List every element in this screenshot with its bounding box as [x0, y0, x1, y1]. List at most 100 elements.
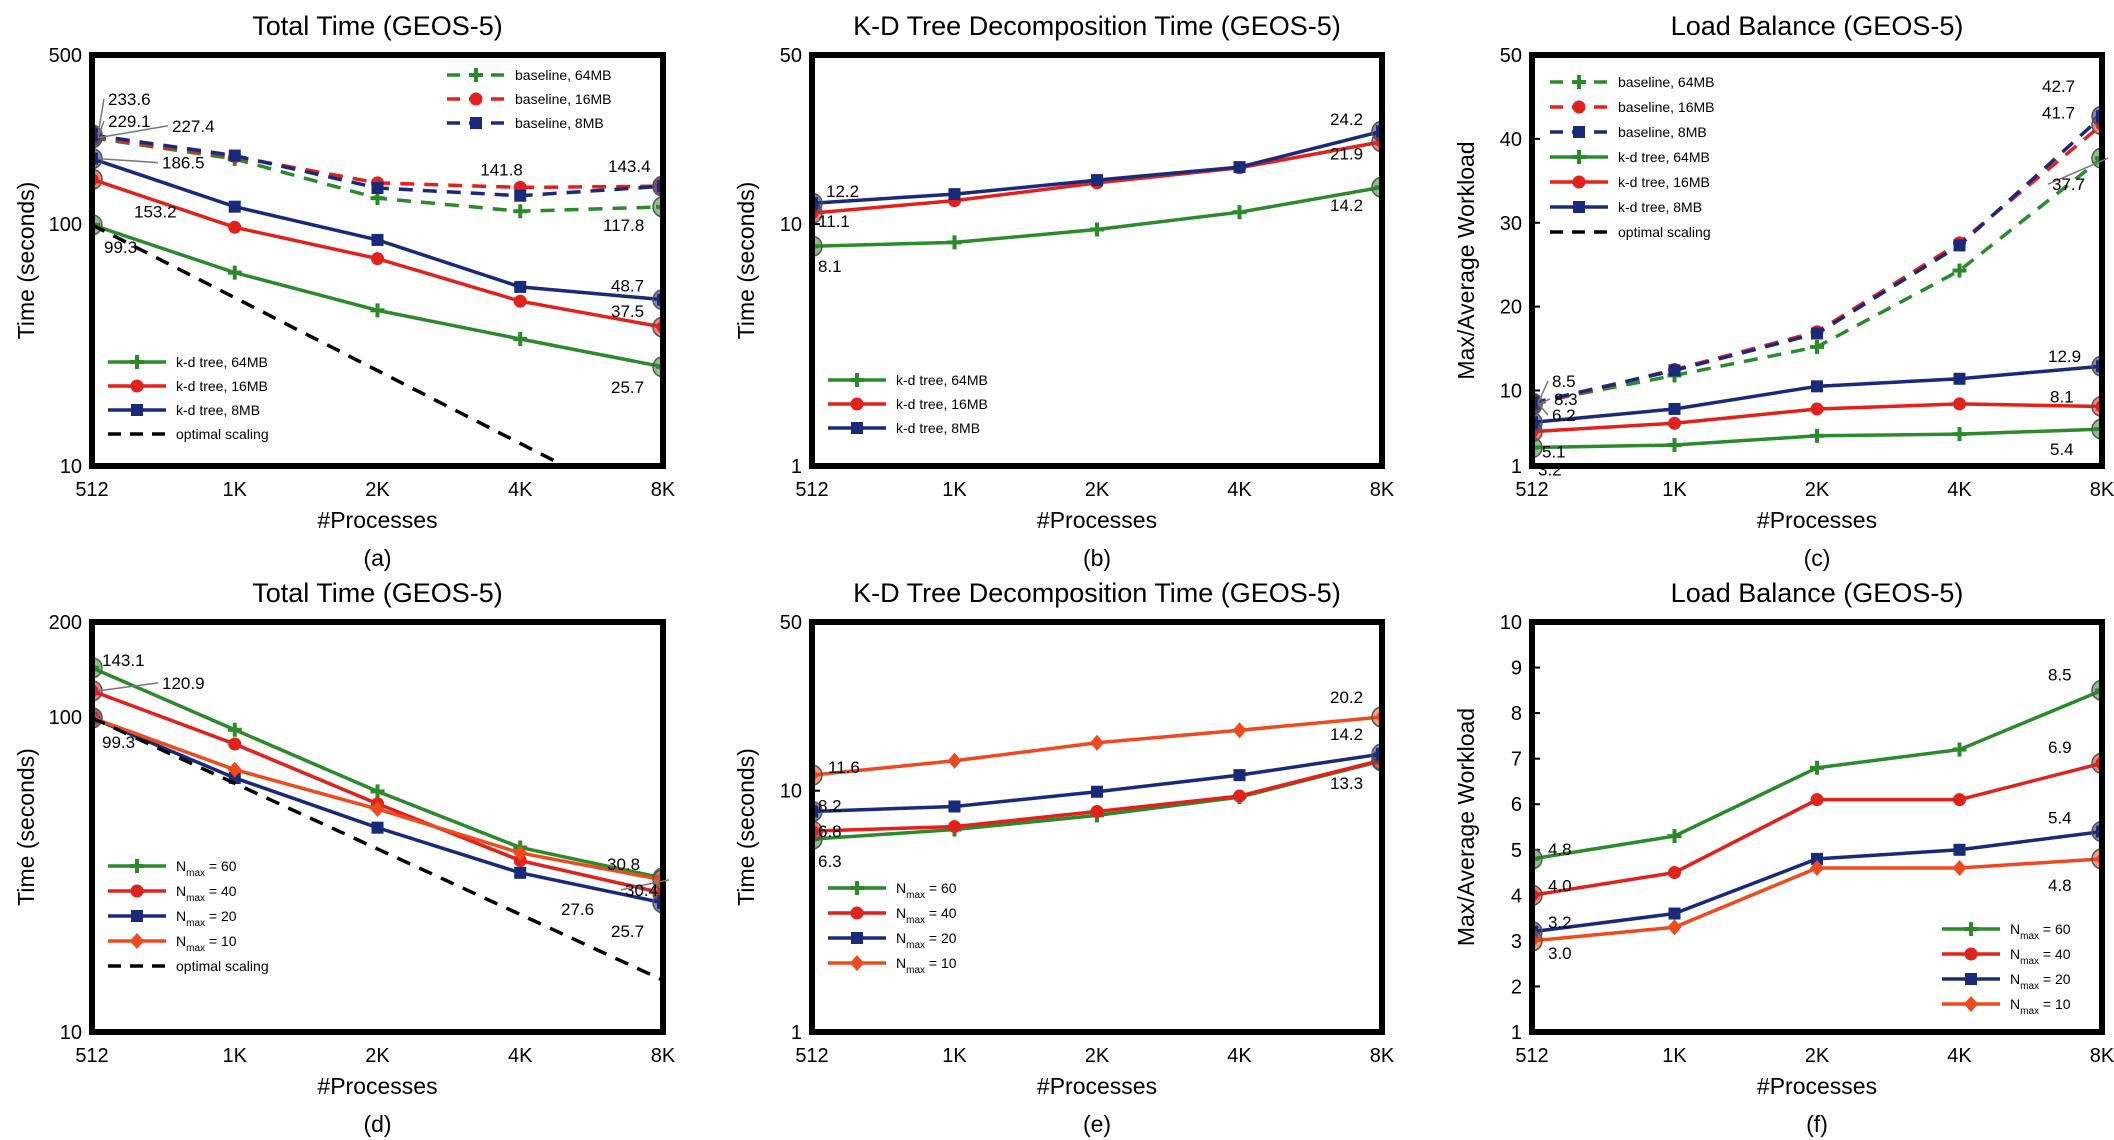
circle-marker [228, 737, 242, 751]
data-label: 12.9 [2048, 347, 2081, 366]
circle-marker [1810, 793, 1824, 807]
circle-marker [130, 379, 144, 393]
data-point [1811, 327, 1823, 340]
series-5 [1532, 355, 2102, 434]
data-point [1668, 402, 1681, 415]
plot-frame [809, 52, 1385, 469]
data-point [948, 800, 961, 813]
legend-label: baseline, 64MB [1618, 74, 1715, 90]
data-point [1091, 785, 1103, 798]
legend-marker [850, 881, 864, 895]
data-point [514, 189, 527, 202]
x-axis-label: #Processes [1037, 507, 1157, 533]
chart-title: Total Time (GEOS-5) [252, 11, 503, 41]
legend-marker [1572, 175, 1586, 189]
plot-area [812, 706, 1382, 850]
legend-entry: k-d tree, 16MB [108, 378, 268, 394]
circle-marker [1090, 804, 1104, 818]
legend-entry: baseline, 8MB [447, 115, 604, 131]
x-tick-label: 2K [1805, 1045, 1830, 1067]
data-label: 8.1 [818, 257, 842, 276]
legend-label: k-d tree, 8MB [1618, 199, 1702, 215]
y-tick-label: 50 [780, 612, 802, 634]
data-label: 21.9 [1330, 145, 1363, 164]
square-marker [1091, 174, 1103, 187]
circle-marker [1810, 402, 1824, 416]
data-point [1810, 860, 1824, 876]
y-tick-label: 10 [1500, 381, 1522, 403]
square-marker [1811, 852, 1823, 865]
circle-marker [1233, 789, 1246, 803]
series-line [92, 223, 663, 369]
series-line [92, 223, 569, 466]
legend-marker [850, 906, 864, 920]
square-marker [371, 181, 384, 194]
x-tick-label: 512 [1515, 479, 1548, 501]
data-point [1232, 722, 1247, 739]
y-tick-label: 100 [49, 214, 82, 236]
data-label: 141.8 [480, 160, 523, 179]
legend-marker [130, 355, 144, 369]
y-tick-label: 20 [1500, 297, 1522, 319]
x-tick-label: 4K [1947, 479, 1972, 501]
square-marker [1573, 126, 1585, 138]
plot-area [1532, 679, 2102, 952]
circle-marker [1953, 793, 1966, 807]
data-point [948, 188, 961, 201]
legend-marker [850, 955, 864, 971]
square-marker [371, 821, 384, 834]
circle-marker [513, 294, 527, 308]
square-marker [1233, 161, 1246, 174]
plot-area [92, 124, 663, 466]
chart-title: K-D Tree Decomposition Time (GEOS-5) [853, 578, 1341, 608]
y-tick-label: 100 [49, 707, 82, 729]
legend-entry: k-d tree, 8MB [828, 420, 980, 436]
x-tick-label: 4K [1947, 1045, 1972, 1067]
y-axis-label: Max/Average Workload [1453, 141, 1479, 379]
data-point [228, 200, 241, 213]
data-label: 6.9 [2048, 738, 2072, 757]
legend-label: k-d tree, 16MB [896, 396, 988, 412]
data-label: 227.4 [172, 117, 215, 136]
panel-a: Total Time (GEOS-5) 10 100 500 512 1K 2K 4K 8K #P… [13, 11, 676, 571]
data-label: 6.8 [818, 822, 842, 841]
data-point [1668, 866, 1681, 880]
data-label: 153.2 [134, 202, 177, 221]
series-6 [92, 223, 569, 466]
y-axis-label: Time (seconds) [13, 182, 39, 340]
data-point [947, 752, 962, 769]
legend-label: k-d tree, 8MB [896, 420, 980, 436]
legend: Nmax = 60 Nmax = 40 Nmax = 20 Nmax = 10 [828, 880, 957, 976]
legend-entry: optimal scaling [108, 426, 269, 442]
diamond-marker [130, 933, 144, 949]
legend-label: optimal scaling [176, 958, 269, 974]
legend-marker [1572, 75, 1586, 89]
data-point [371, 233, 384, 246]
data-label: 11.6 [828, 758, 860, 777]
data-point [371, 252, 384, 266]
data-label: 5.1 [1542, 443, 1566, 462]
y-tick-label: 8 [1511, 703, 1522, 725]
series-line [1532, 123, 2102, 407]
data-point [656, 199, 663, 214]
legend-entry: optimal scaling [1550, 224, 1711, 240]
legend-entry: k-d tree, 8MB [108, 402, 260, 418]
x-tick-label: 1K [942, 1045, 967, 1067]
data-label: 4.8 [1548, 840, 1572, 859]
data-point [1233, 789, 1246, 803]
label-leader [620, 879, 670, 891]
legend-marker [131, 404, 143, 416]
data-label: 41.7 [2042, 104, 2075, 123]
data-point [1668, 907, 1681, 920]
y-tick-label: 10 [60, 1022, 82, 1044]
diamond-marker [1964, 996, 1978, 1012]
legend-label: Nmax = 40 [176, 883, 237, 904]
legend-label: optimal scaling [176, 426, 269, 442]
data-point [1091, 174, 1103, 187]
data-point [513, 294, 527, 308]
legend-marker [1572, 150, 1586, 164]
plot-frame [89, 52, 666, 469]
y-tick-label: 7 [1511, 749, 1522, 771]
y-axis-label: Max/Average Workload [1453, 708, 1479, 946]
data-point [1952, 860, 1967, 876]
